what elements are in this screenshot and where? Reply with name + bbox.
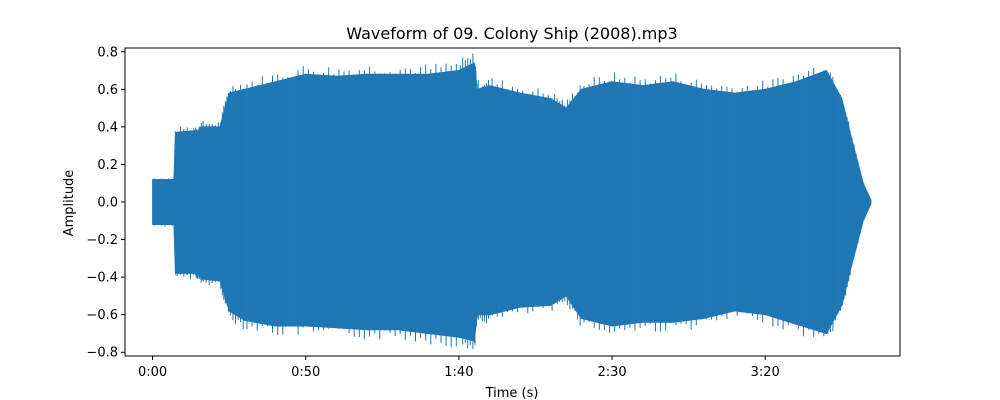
y-tick-label: −0.8 bbox=[86, 346, 118, 361]
x-tick-label: 1:40 bbox=[444, 365, 473, 380]
y-axis: 0.8 0.6 0.4 0.2 0.0 −0.2 −0.4 −0.6 −0.8 bbox=[86, 45, 125, 361]
y-tick-label: −0.6 bbox=[86, 308, 118, 323]
x-tick-label: 3:20 bbox=[751, 365, 780, 380]
y-tick-label: 0.0 bbox=[97, 196, 118, 211]
plot-frame bbox=[124, 47, 901, 357]
y-tick-label: 0.8 bbox=[97, 45, 118, 60]
y-axis-label: Amplitude bbox=[62, 170, 77, 237]
y-tick-label: 0.4 bbox=[97, 120, 118, 135]
chart-title: Waveform of 09. Colony Ship (2008).mp3 bbox=[346, 24, 677, 43]
y-tick-label: −0.2 bbox=[86, 233, 118, 248]
x-tick-label: 0:50 bbox=[291, 365, 320, 380]
plot-area bbox=[152, 53, 872, 349]
x-axis: 0:00 0:50 1:40 2:30 3:20 bbox=[138, 356, 780, 380]
x-tick-label: 2:30 bbox=[597, 365, 626, 380]
y-tick-label: 0.2 bbox=[97, 158, 118, 173]
y-tick-label: 0.6 bbox=[97, 83, 118, 98]
y-tick-label: −0.4 bbox=[86, 271, 118, 286]
x-tick-label: 0:00 bbox=[138, 365, 167, 380]
x-axis-label: Time (s) bbox=[485, 386, 539, 400]
